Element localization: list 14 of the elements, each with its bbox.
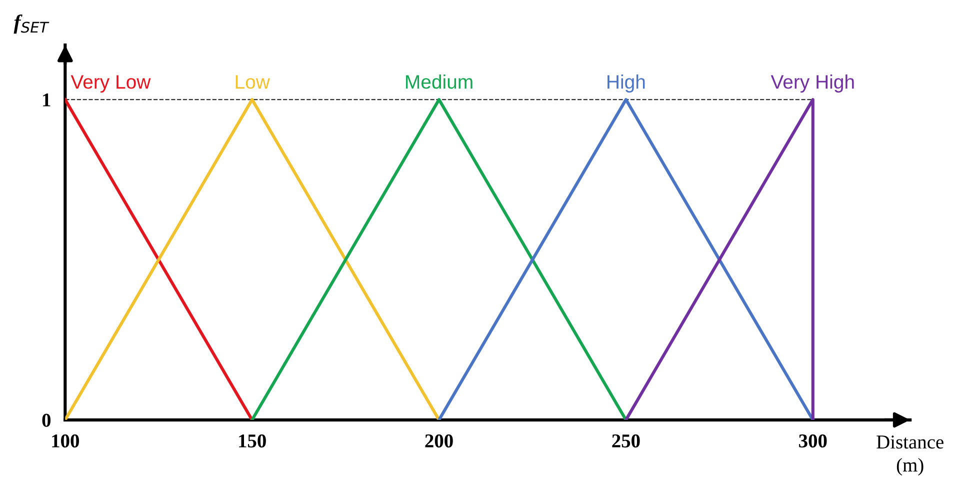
- x-tick-label: 300: [799, 434, 827, 448]
- x-axis-title: Distance (m): [876, 436, 944, 476]
- x-tick-label: 150: [239, 434, 266, 448]
- series-label: Very Low: [70, 75, 151, 93]
- y-axis-title: f$_{SET}$: [14, 14, 50, 34]
- y-tick-label: 1: [43, 93, 50, 106]
- series-label: Medium: [406, 74, 472, 89]
- x-tick-label: 200: [425, 434, 453, 448]
- x-tick-label: 100: [52, 434, 79, 448]
- y-tick-label: 0: [42, 414, 51, 427]
- series-label: High: [608, 74, 645, 93]
- series-label: Very High: [770, 74, 854, 93]
- x-tick-label: 250: [612, 434, 640, 448]
- series-label: Low: [236, 75, 270, 89]
